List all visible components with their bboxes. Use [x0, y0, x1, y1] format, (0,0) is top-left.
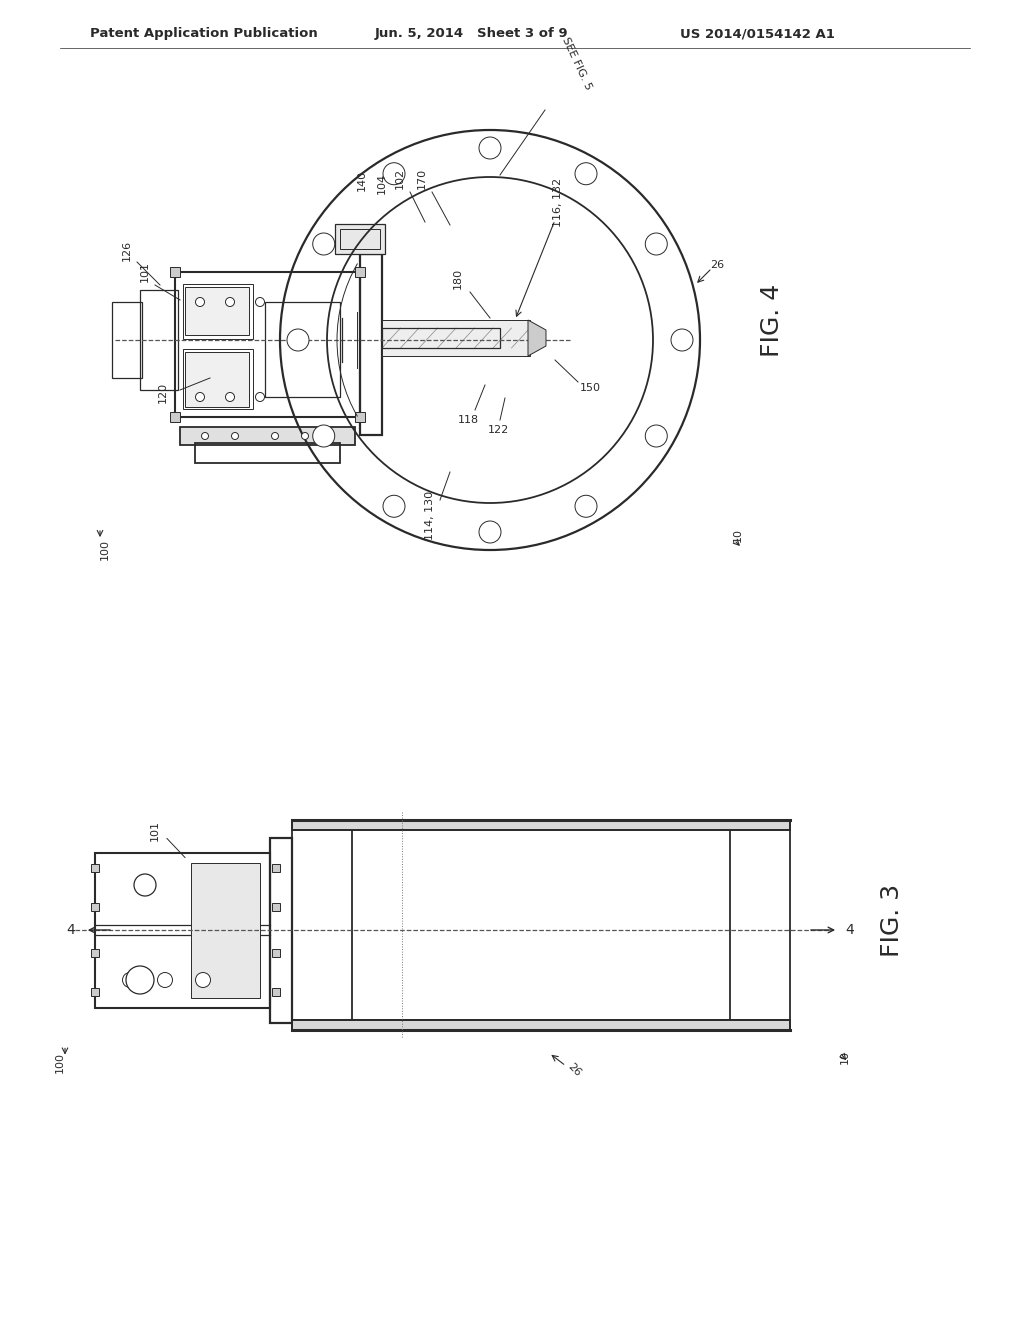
Bar: [272, 903, 280, 911]
Bar: [382, 319, 530, 356]
Ellipse shape: [202, 433, 209, 440]
Text: 122: 122: [487, 425, 509, 436]
Bar: [292, 820, 790, 830]
Bar: [91, 903, 99, 911]
Text: 26: 26: [566, 1061, 583, 1078]
Text: Patent Application Publication: Patent Application Publication: [90, 28, 317, 41]
Ellipse shape: [383, 495, 406, 517]
Ellipse shape: [256, 392, 264, 401]
Text: 4: 4: [67, 923, 75, 937]
Bar: [360, 253, 382, 436]
Text: US 2014/0154142 A1: US 2014/0154142 A1: [680, 28, 835, 41]
Ellipse shape: [196, 973, 211, 987]
Text: SEE FIG. 5: SEE FIG. 5: [560, 36, 593, 92]
Bar: [95, 853, 270, 1007]
Text: 100: 100: [55, 1052, 65, 1073]
Bar: [112, 302, 142, 378]
Bar: [335, 224, 385, 253]
Bar: [91, 987, 99, 997]
Ellipse shape: [383, 162, 406, 185]
Bar: [191, 862, 260, 998]
Bar: [140, 290, 178, 389]
Bar: [265, 302, 340, 397]
Text: 10: 10: [733, 528, 743, 543]
Bar: [292, 1020, 790, 1030]
Text: 104: 104: [377, 173, 387, 194]
Text: 10: 10: [840, 1051, 850, 1064]
Bar: [185, 286, 249, 335]
Text: 126: 126: [122, 239, 132, 260]
Bar: [340, 228, 380, 249]
Ellipse shape: [256, 297, 264, 306]
Ellipse shape: [479, 137, 501, 158]
Bar: [270, 837, 292, 1023]
Text: 170: 170: [417, 168, 427, 189]
Bar: [91, 949, 99, 957]
Ellipse shape: [479, 521, 501, 543]
Text: 140: 140: [357, 169, 367, 190]
Text: Jun. 5, 2014   Sheet 3 of 9: Jun. 5, 2014 Sheet 3 of 9: [375, 28, 568, 41]
Polygon shape: [528, 319, 546, 356]
Text: 150: 150: [580, 383, 601, 393]
Bar: [272, 865, 280, 873]
Ellipse shape: [575, 495, 597, 517]
Bar: [185, 352, 249, 407]
Text: 114, 130: 114, 130: [425, 491, 435, 540]
Ellipse shape: [231, 433, 239, 440]
Bar: [91, 865, 99, 873]
Bar: [355, 267, 365, 277]
Ellipse shape: [287, 329, 309, 351]
Ellipse shape: [271, 433, 279, 440]
Ellipse shape: [671, 329, 693, 351]
Bar: [272, 949, 280, 957]
Text: 26: 26: [710, 260, 724, 271]
Bar: [170, 267, 180, 277]
Text: 4: 4: [845, 923, 854, 937]
Ellipse shape: [225, 392, 234, 401]
Ellipse shape: [645, 425, 668, 447]
Text: 102: 102: [395, 168, 406, 189]
Text: 120: 120: [158, 381, 168, 403]
Ellipse shape: [312, 425, 335, 447]
Bar: [183, 284, 253, 339]
Text: 118: 118: [458, 414, 478, 425]
Ellipse shape: [225, 297, 234, 306]
Ellipse shape: [126, 966, 154, 994]
Bar: [170, 412, 180, 422]
Bar: [195, 444, 340, 463]
Text: FIG. 3: FIG. 3: [880, 883, 904, 957]
Text: 180: 180: [453, 268, 463, 289]
Ellipse shape: [196, 297, 205, 306]
Text: 116, 132: 116, 132: [553, 177, 563, 227]
Ellipse shape: [196, 392, 205, 401]
Bar: [382, 327, 500, 348]
Bar: [272, 987, 280, 997]
Bar: [183, 348, 253, 409]
Ellipse shape: [301, 433, 308, 440]
Bar: [175, 272, 360, 417]
Text: 100: 100: [100, 540, 110, 561]
Ellipse shape: [312, 234, 335, 255]
Text: 101: 101: [140, 261, 150, 282]
Ellipse shape: [134, 874, 156, 896]
Bar: [355, 412, 365, 422]
Bar: [180, 426, 355, 445]
Ellipse shape: [158, 973, 172, 987]
Text: FIG. 4: FIG. 4: [760, 284, 784, 356]
Ellipse shape: [575, 162, 597, 185]
Ellipse shape: [645, 234, 668, 255]
Text: 101: 101: [150, 820, 160, 841]
Ellipse shape: [123, 973, 137, 987]
